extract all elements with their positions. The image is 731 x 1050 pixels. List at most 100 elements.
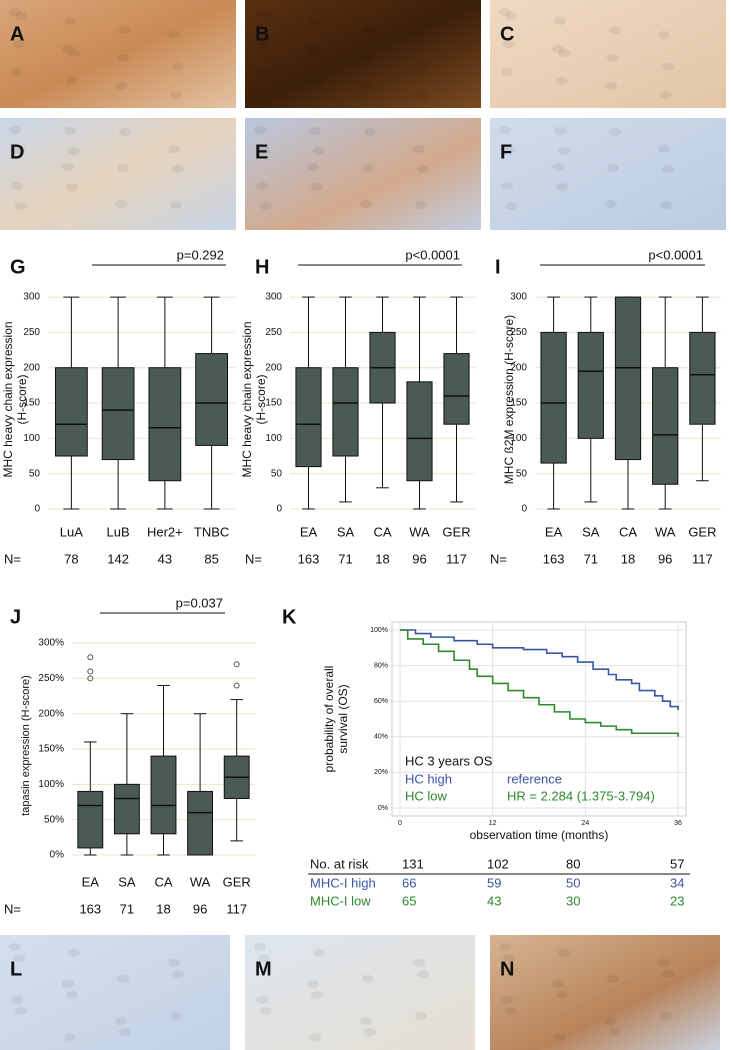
cell bbox=[362, 975, 374, 983]
y-tick-label: 300% bbox=[38, 638, 64, 649]
cell bbox=[505, 1007, 517, 1015]
cell bbox=[119, 26, 131, 34]
x-tick-label: GER bbox=[688, 524, 716, 539]
cell bbox=[168, 31, 180, 39]
x-tick-label: EA bbox=[545, 524, 563, 539]
cell bbox=[505, 12, 517, 20]
risk-total: 57 bbox=[670, 856, 684, 871]
cell bbox=[417, 165, 429, 173]
cell bbox=[660, 91, 672, 99]
x-tick-label: 12 bbox=[489, 820, 497, 827]
box bbox=[295, 367, 322, 468]
x-tick-label: TNBC bbox=[194, 524, 229, 539]
n-label: N= bbox=[4, 901, 21, 916]
survival-curve bbox=[400, 629, 679, 711]
ihc-image bbox=[245, 0, 481, 108]
x-tick-label: WA bbox=[655, 524, 676, 539]
y-tick-label: 300 bbox=[265, 292, 282, 303]
y-tick-label: 50% bbox=[44, 814, 64, 825]
x-tick-label: SA bbox=[582, 524, 600, 539]
cell bbox=[170, 1012, 182, 1020]
y-tick-label: 50 bbox=[29, 468, 41, 479]
risk-value: 23 bbox=[670, 893, 684, 908]
cell bbox=[313, 49, 325, 57]
n-value: 71 bbox=[120, 901, 134, 916]
box bbox=[614, 296, 642, 461]
cell bbox=[64, 17, 76, 25]
plot-frame bbox=[391, 621, 687, 817]
cell bbox=[119, 1028, 131, 1036]
cell bbox=[66, 183, 78, 191]
x-tick-label: CA bbox=[619, 524, 637, 539]
cell bbox=[501, 996, 513, 1004]
y-tick-label: 150 bbox=[265, 398, 282, 409]
ihc-image bbox=[245, 935, 475, 1050]
y-tick-label: 50 bbox=[516, 468, 528, 479]
n-label: N= bbox=[490, 551, 507, 566]
cell bbox=[256, 996, 268, 1004]
y-tick-label: 40% bbox=[374, 734, 388, 741]
y-tick-label: 60% bbox=[374, 698, 388, 705]
panel-label: G bbox=[10, 256, 26, 278]
cell bbox=[9, 8, 21, 16]
panel-label: E bbox=[255, 141, 268, 163]
n-value: 71 bbox=[338, 551, 352, 566]
panel-label: F bbox=[500, 141, 512, 163]
box bbox=[195, 353, 229, 446]
cell bbox=[505, 202, 517, 210]
n-value: 117 bbox=[446, 551, 467, 566]
ihc-image bbox=[490, 935, 720, 1050]
x-tick-label: GER bbox=[442, 524, 470, 539]
n-value: 163 bbox=[79, 901, 101, 916]
x-tick-label: CA bbox=[154, 874, 172, 889]
cell bbox=[360, 1017, 372, 1025]
cell bbox=[62, 45, 74, 53]
y-axis-label: MHC heavy chain expression bbox=[240, 321, 254, 477]
cell bbox=[62, 980, 74, 988]
n-label: N= bbox=[4, 551, 21, 566]
n-value: 71 bbox=[584, 551, 598, 566]
cell bbox=[658, 145, 670, 153]
y-tick-label: 100 bbox=[510, 433, 527, 444]
box bbox=[689, 331, 716, 425]
risk-value: 59 bbox=[487, 875, 501, 890]
cell bbox=[64, 1033, 76, 1041]
cell bbox=[258, 954, 270, 962]
n-value: 18 bbox=[375, 551, 389, 566]
risk-value: 66 bbox=[402, 875, 416, 890]
box bbox=[187, 790, 214, 856]
cell bbox=[558, 949, 570, 957]
ihc-image bbox=[0, 118, 236, 230]
cell bbox=[117, 975, 129, 983]
cell bbox=[364, 26, 376, 34]
y-axis-label: (H-score) bbox=[254, 374, 268, 424]
cell bbox=[11, 182, 23, 190]
risk-row-name: MHC-I high bbox=[310, 875, 376, 890]
cell bbox=[607, 164, 619, 172]
cell bbox=[609, 128, 621, 136]
x-tick-label: SA bbox=[337, 524, 355, 539]
n-value: 96 bbox=[193, 901, 207, 916]
y-tick-label: 300 bbox=[23, 292, 40, 303]
y-tick-label: 200% bbox=[38, 708, 64, 719]
n-value: 18 bbox=[156, 901, 170, 916]
y-tick-label: 0% bbox=[378, 805, 388, 812]
ihc-image bbox=[245, 118, 481, 230]
x-tick-label: WA bbox=[190, 874, 211, 889]
cell bbox=[609, 1028, 621, 1036]
cell bbox=[307, 980, 319, 988]
cell bbox=[362, 54, 374, 62]
cell bbox=[662, 970, 674, 978]
y-tick-label: 80% bbox=[374, 662, 388, 669]
y-tick-label: 250 bbox=[23, 327, 40, 338]
n-value: 117 bbox=[692, 551, 713, 566]
cell bbox=[417, 63, 429, 71]
ihc-image bbox=[490, 0, 726, 108]
cell bbox=[260, 1007, 272, 1015]
legend-entry: HC low bbox=[405, 788, 448, 803]
cell bbox=[9, 943, 21, 951]
x-tick-label: GER bbox=[223, 874, 251, 889]
cell bbox=[309, 127, 321, 135]
cell bbox=[117, 164, 129, 172]
cell bbox=[552, 45, 564, 53]
